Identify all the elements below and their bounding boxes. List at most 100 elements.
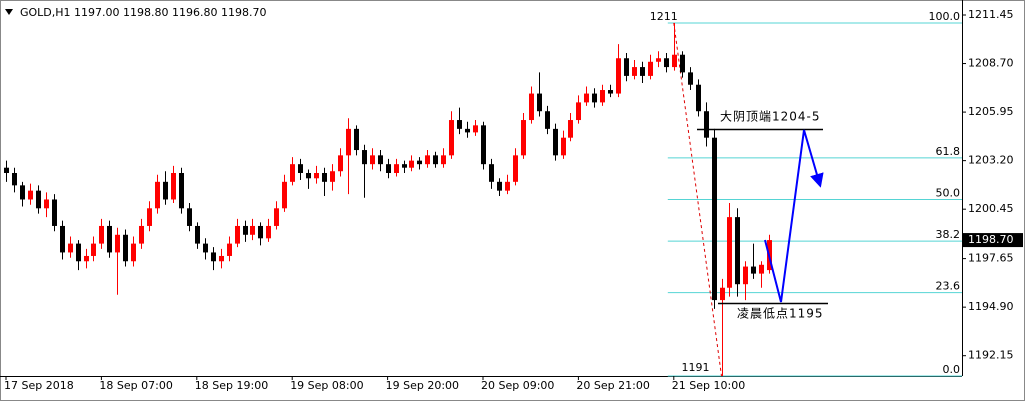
candle-body (36, 190, 41, 209)
candle-body (187, 208, 192, 226)
header-arrow[interactable] (5, 9, 13, 15)
candle-body (68, 243, 73, 253)
candle-body (727, 217, 732, 288)
candle-body (115, 234, 120, 253)
candle-body (584, 93, 589, 103)
candle-body (735, 217, 740, 285)
fib-label: 23.6 (936, 280, 961, 293)
fib-trend (673, 22, 722, 377)
candle-body (250, 225, 255, 235)
candle-body (592, 93, 597, 103)
candle-body (44, 199, 49, 209)
candle-body (139, 225, 144, 244)
candle-body (76, 243, 81, 262)
candle-body (743, 266, 748, 285)
candle-body (449, 120, 454, 156)
candle-body (12, 172, 17, 186)
candle-body (751, 266, 756, 274)
candle-body (473, 125, 478, 133)
candle-body (298, 164, 303, 173)
candle-body (616, 58, 621, 94)
candle-body (417, 160, 422, 165)
candle-body (457, 120, 462, 129)
candle-body (370, 155, 375, 165)
candle-body (680, 54, 685, 73)
candle-body (521, 120, 526, 156)
fib-label: 38.2 (936, 228, 961, 241)
x-tick-label: 18 Sep 19:00 (195, 379, 268, 392)
candle-body (211, 252, 216, 262)
candle-body (171, 172, 176, 200)
candle-body (123, 234, 128, 262)
candle-body (195, 225, 200, 244)
candle-body (163, 181, 168, 200)
projection-arrow (764, 129, 824, 303)
x-tick-label: 20 Sep 21:00 (576, 379, 649, 392)
candle-body (28, 190, 33, 200)
candle-body (394, 164, 399, 173)
candle-body (147, 208, 152, 226)
candle-body (648, 61, 653, 76)
candle-body (107, 225, 112, 253)
candle-body (576, 102, 581, 121)
candle-body (409, 160, 414, 168)
candle-body (600, 90, 605, 103)
candle-body (227, 243, 232, 256)
low-label: 1191 (682, 361, 710, 374)
candle-body (672, 54, 677, 68)
candle-body (489, 164, 494, 182)
candle-body (537, 93, 542, 112)
candle-body (545, 111, 550, 129)
candle-body (4, 167, 9, 173)
candle-body (513, 155, 518, 182)
candle-body (258, 225, 263, 239)
y-tick-label: 1192.15 (968, 349, 1014, 362)
candle-body (282, 181, 287, 209)
candle-body (481, 125, 486, 165)
candle-body (624, 58, 629, 76)
candle-body (235, 225, 240, 244)
candle-body (441, 155, 446, 165)
candle-body (497, 181, 502, 191)
candle-body (632, 67, 637, 76)
candle-body (608, 90, 613, 94)
y-tick-label: 1211.45 (968, 8, 1014, 21)
candle-body (84, 255, 89, 262)
candle-body (155, 181, 160, 209)
candle-body (91, 243, 96, 256)
candle-body (433, 155, 438, 165)
candle-body (402, 164, 407, 168)
annotation: 大阴顶端1204-5 (720, 110, 821, 124)
candle-body (640, 67, 645, 76)
candle-body (688, 72, 693, 85)
candle-body (219, 255, 224, 262)
x-tick-label: 17 Sep 2018 (4, 379, 74, 392)
candle-body (99, 225, 104, 244)
candle-body (465, 128, 470, 133)
candle-body (568, 120, 573, 138)
x-tick-label: 20 Sep 09:00 (481, 379, 554, 392)
header: GOLD,H1 1197.00 1198.80 1196.80 1198.70 (20, 6, 267, 19)
fib-label: 61.8 (936, 145, 961, 158)
y-tick-label: 1205.95 (968, 105, 1014, 118)
candle-body (338, 155, 343, 172)
candle-body (656, 58, 661, 62)
candle-body (306, 172, 311, 179)
candle-body (529, 93, 534, 121)
y-tick-label: 1197.65 (968, 252, 1014, 265)
current-price-box (963, 233, 1023, 248)
candle-body (664, 58, 669, 68)
x-tick-label: 19 Sep 20:00 (386, 379, 459, 392)
candle-body (60, 225, 65, 253)
candle-body (20, 185, 25, 200)
current-price-label: 1198.70 (968, 233, 1014, 246)
candle-body (505, 181, 510, 191)
candle-body (378, 155, 383, 165)
candle-body (179, 172, 184, 209)
x-tick-label: 19 Sep 08:00 (290, 379, 363, 392)
fib-label: 100.0 (929, 10, 961, 23)
candle-body (266, 225, 271, 239)
candle-body (362, 150, 367, 165)
